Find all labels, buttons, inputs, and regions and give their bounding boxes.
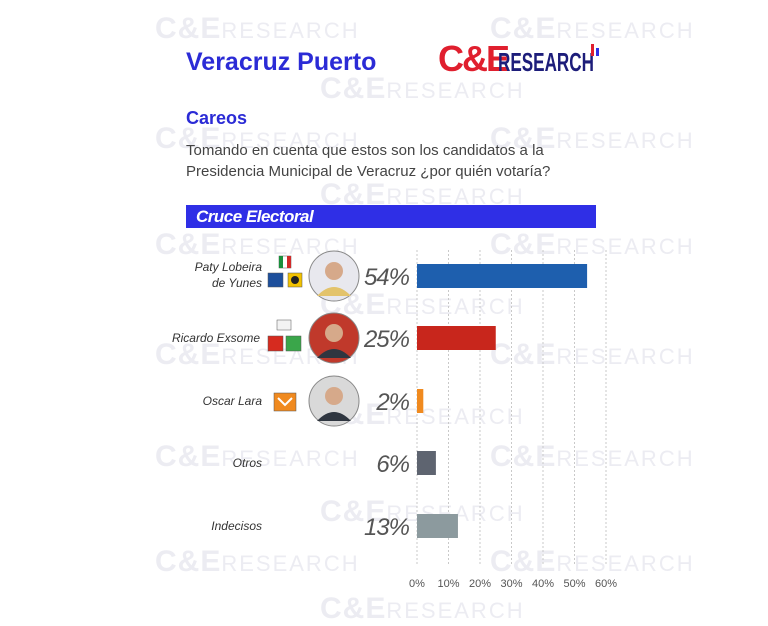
pan-logo (267, 272, 284, 288)
watermark: C&ERESEARCH (490, 545, 695, 578)
watermark: C&ERESEARCH (490, 12, 695, 45)
x-tick-label: 20% (469, 578, 491, 590)
watermark: C&ERESEARCH (320, 178, 525, 211)
value-label: 2% (375, 389, 409, 416)
candidate-body (317, 287, 351, 296)
watermark: C&ERESEARCH (155, 12, 360, 45)
pri-logo-stripe (287, 256, 291, 268)
watermark: C&ERESEARCH (490, 338, 695, 371)
bar (417, 326, 496, 350)
chart-banner: Cruce Electoral (186, 205, 596, 228)
logo-mark (596, 48, 599, 56)
candidate-body (317, 412, 351, 421)
survey-question: Tomando en cuenta que estos son los cand… (186, 142, 551, 180)
x-tick-label: 30% (500, 578, 522, 590)
party-logo (276, 319, 292, 331)
chart-banner-label: Cruce Electoral (196, 207, 314, 226)
watermark: C&ERESEARCH (155, 122, 360, 155)
watermark: C&ERESEARCH (490, 440, 695, 473)
watermark: C&ERESEARCH (155, 545, 360, 578)
candidate-label: Otros (233, 456, 262, 470)
bar (417, 514, 458, 538)
candidate-label: Paty Lobeira (195, 260, 263, 274)
watermark: C&ERESEARCH (155, 440, 360, 473)
mc-logo-mark (277, 397, 293, 407)
candidate-label: de Yunes (212, 276, 262, 290)
svg-text:RESEARCH: RESEARCH (498, 47, 594, 77)
x-tick-label: 50% (563, 578, 585, 590)
candidate-label: Indecisos (211, 519, 262, 533)
bar (417, 389, 424, 413)
candidate-face (325, 262, 343, 280)
x-tick-label: 60% (595, 578, 617, 590)
x-tick-label: 10% (437, 578, 459, 590)
watermark: C&ERESEARCH (155, 228, 360, 261)
pvem-logo (285, 335, 302, 352)
bar (417, 264, 588, 288)
bar (417, 451, 436, 475)
candidate-body (317, 349, 351, 358)
x-tick-label: 40% (532, 578, 554, 590)
candidate-face (325, 387, 343, 405)
watermark: C&ERESEARCH (490, 228, 695, 261)
prd-logo-sun (291, 276, 299, 284)
pt-logo (267, 335, 284, 352)
section-title: Careos (186, 108, 248, 128)
x-tick-label: 0% (409, 578, 425, 590)
candidate-label: Ricardo Exsome (172, 331, 260, 345)
page-title: Veracruz Puerto (186, 48, 377, 76)
logo-mark (591, 44, 594, 56)
svg-text:C&E: C&E (438, 38, 509, 78)
watermark: C&ERESEARCH (490, 122, 695, 155)
mc-logo (273, 392, 297, 412)
value-label: 13% (364, 514, 410, 541)
value-label: 25% (363, 326, 410, 353)
value-label: 54% (364, 264, 410, 291)
brand-logo: C&E RESEARCH (438, 38, 599, 78)
value-label: 6% (376, 451, 409, 478)
candidate-label: Oscar Lara (203, 394, 263, 408)
candidate-face (325, 324, 343, 342)
pri-logo-stripe (279, 256, 283, 268)
watermark: C&ERESEARCH (320, 72, 525, 105)
